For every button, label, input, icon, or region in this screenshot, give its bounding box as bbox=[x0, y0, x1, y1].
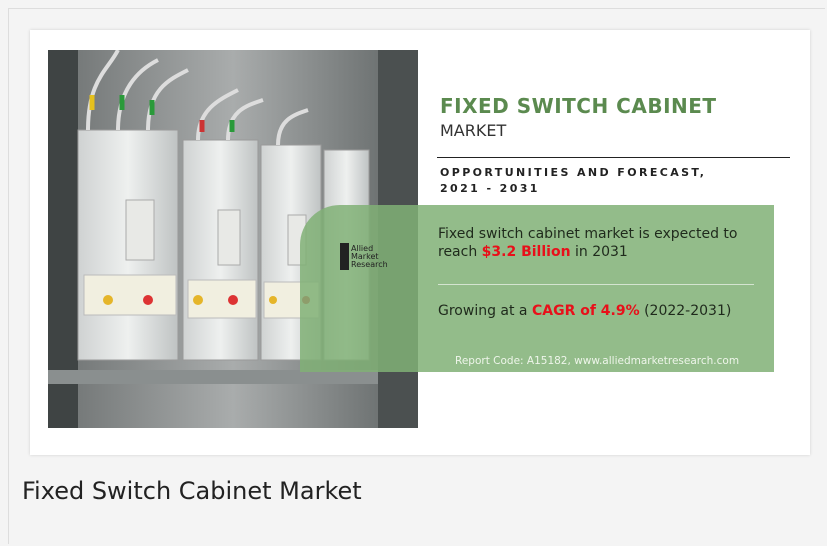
stat-text: Growing at a bbox=[438, 303, 532, 319]
title: FIXED SWITCH CABINET bbox=[440, 94, 717, 118]
forecast-years: 2021 - 2031 bbox=[440, 182, 540, 195]
cagr-stat: Growing at a CAGR of 4.9% (2022-2031) bbox=[438, 302, 768, 320]
logo-line: Research bbox=[351, 261, 388, 269]
page: Allied Market Research FIXED SWITCH CABI… bbox=[0, 0, 827, 546]
divider bbox=[437, 157, 790, 158]
stat-highlight: CAGR of 4.9% bbox=[532, 303, 640, 319]
stat-text: in 2031 bbox=[571, 244, 628, 260]
logo-text: Allied Market Research bbox=[351, 245, 388, 269]
stat-divider bbox=[438, 284, 754, 285]
subtitle: MARKET bbox=[440, 121, 506, 140]
report-code: Report Code: A15182, www.alliedmarketres… bbox=[455, 355, 739, 367]
caption: Fixed Switch Cabinet Market bbox=[22, 477, 362, 505]
forecast-label: OPPORTUNITIES AND FORECAST, bbox=[440, 166, 706, 179]
logo: Allied Market Research bbox=[340, 243, 388, 270]
stat-text: (2022-2031) bbox=[640, 303, 732, 319]
market-size-stat: Fixed switch cabinet market is expected … bbox=[438, 225, 768, 261]
stat-highlight: $3.2 Billion bbox=[482, 244, 571, 260]
logo-mark bbox=[340, 243, 349, 270]
